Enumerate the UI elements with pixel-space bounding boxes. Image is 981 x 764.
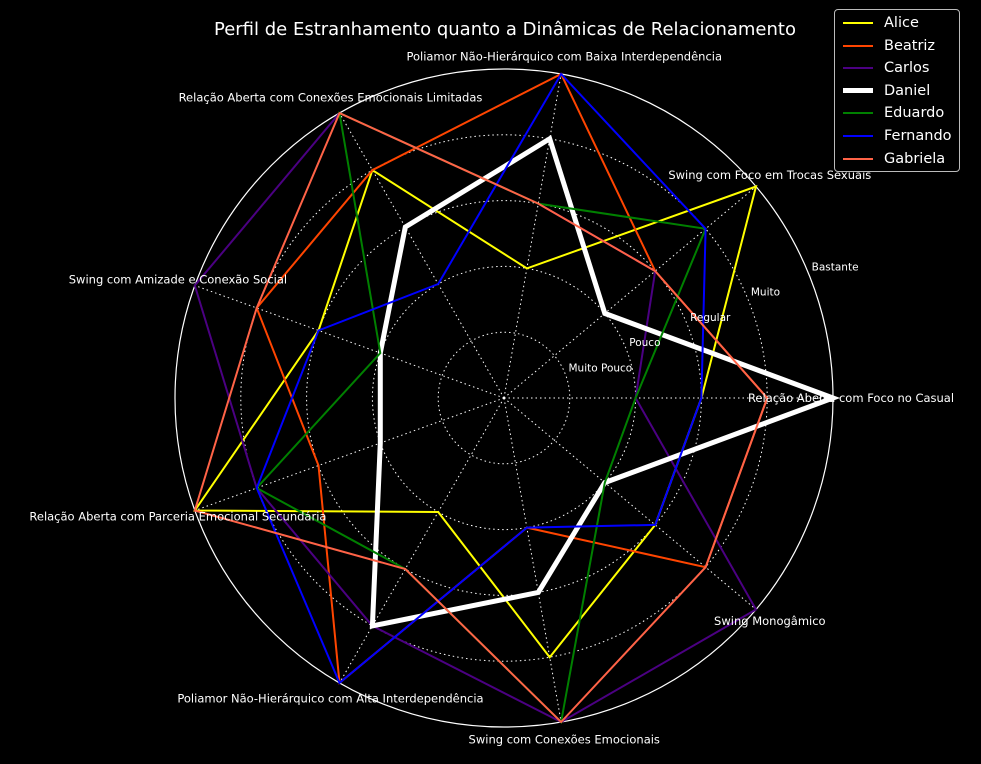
series-line-fernando — [255, 72, 707, 685]
chart-legend: Alice Beatriz Carlos Daniel Eduardo Fernando G… — [834, 9, 960, 172]
axis-label: Swing com Amizade e Conexão Social — [69, 272, 287, 286]
axis-label: Poliamor Não-Hierárquico com Baixa Inter… — [406, 49, 722, 63]
legend-swatch — [843, 135, 873, 137]
grid-spoke-3 — [339, 112, 505, 399]
tick-label: Regular — [690, 312, 731, 324]
legend-swatch — [843, 112, 873, 115]
series-line-daniel — [369, 135, 841, 629]
series-line-gabriela — [193, 111, 769, 724]
tick-label: Muito Pouco — [568, 362, 632, 374]
grid-spoke-6 — [339, 397, 505, 684]
legend-item-alice: Alice — [843, 13, 919, 33]
legend-swatch — [843, 22, 873, 24]
grid-spoke-1 — [503, 186, 757, 399]
axis-label: Relação Aberta com Conexões Emocionais L… — [179, 90, 483, 104]
legend-item-gabriela: Gabriela — [843, 149, 945, 169]
grid-spoke-8 — [503, 397, 757, 610]
tick-label: Muito — [751, 287, 780, 299]
legend-swatch — [843, 88, 873, 94]
legend-label: Gabriela — [884, 150, 946, 167]
legend-label: Alice — [884, 15, 919, 31]
grid-spoke-7 — [503, 397, 562, 723]
series-line-eduardo — [255, 111, 708, 725]
tick-label: Pouco — [629, 337, 660, 349]
legend-label: Beatriz — [884, 37, 936, 54]
legend-item-eduardo: Eduardo — [843, 103, 944, 123]
legend-item-carlos: Carlos — [843, 58, 929, 78]
legend-label: Carlos — [884, 60, 930, 77]
legend-item-fernando: Fernando — [843, 126, 952, 146]
axis-label: Relação Aberta com Foco no Casual — [748, 391, 954, 405]
axis-label: Swing com Foco em Trocas Sexuais — [668, 168, 871, 182]
axis-label: Poliamor Não-Hierárquico com Alta Interd… — [177, 692, 483, 706]
legend-label: Fernando — [884, 128, 952, 144]
legend-swatch — [843, 157, 873, 160]
axis-label: Swing Monogâmico — [714, 614, 826, 628]
series-line-alice — [192, 168, 758, 659]
tick-label: Bastante — [812, 262, 859, 274]
series-line-carlos — [193, 111, 758, 724]
legend-label: Eduardo — [884, 105, 945, 122]
radar-series — [192, 72, 841, 725]
axis-label: Swing com Conexões Emocionais — [469, 733, 660, 747]
legend-swatch — [843, 67, 873, 70]
legend-swatch — [843, 44, 873, 47]
legend-item-daniel: Daniel — [843, 81, 930, 101]
chart-title: Perfil de Estranhamento quanto a Dinâmic… — [214, 19, 796, 40]
grid-spoke-2 — [503, 73, 562, 399]
legend-item-beatriz: Beatriz — [843, 36, 935, 56]
radar-labels: Muito Pouco Pouco Regular Muito Bastante Rela… — [29, 49, 954, 746]
legend-label: Daniel — [884, 82, 931, 99]
grid-spoke-4 — [194, 285, 505, 399]
series-line-beatriz — [255, 72, 769, 685]
grid-spoke-5 — [194, 397, 505, 511]
axis-label: Relação Aberta com Parceria Emocional Se… — [29, 510, 326, 524]
